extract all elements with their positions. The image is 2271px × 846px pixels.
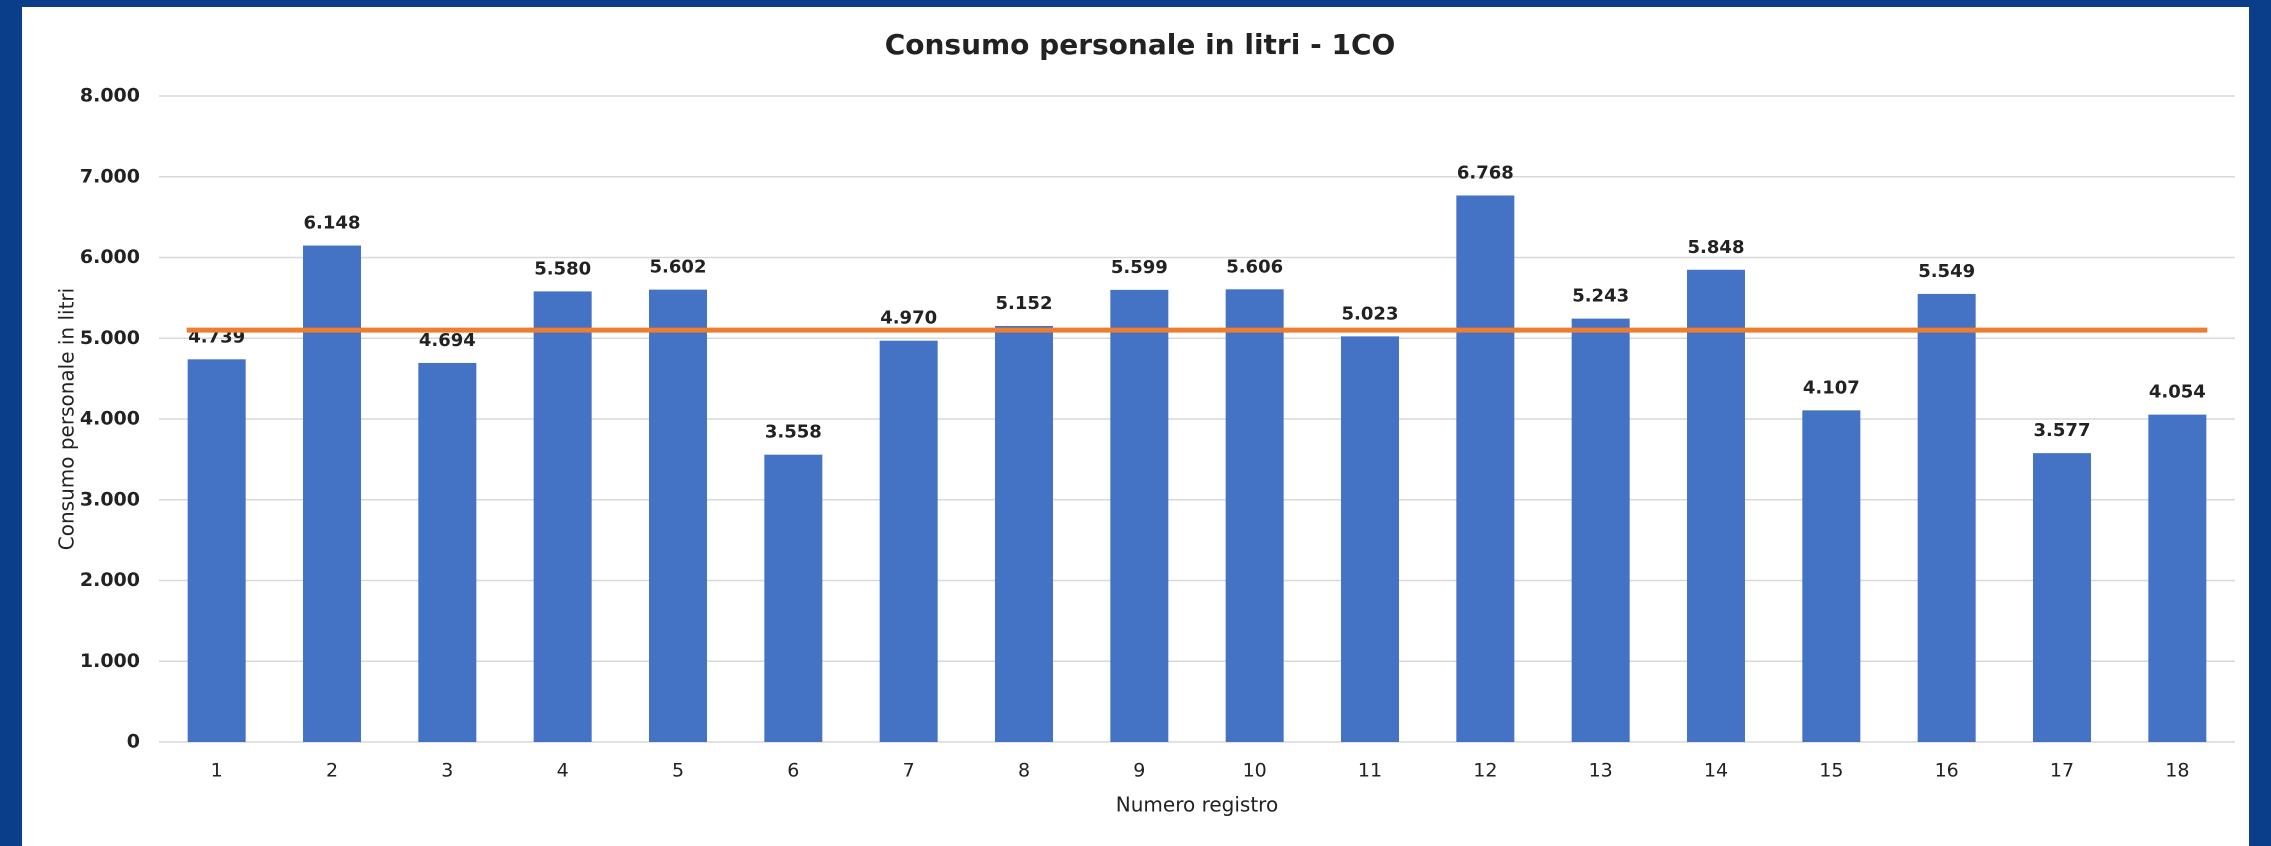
data-label: 5.599 <box>1111 257 1168 278</box>
bar <box>2033 453 2091 742</box>
y-tick-label: 0 <box>127 731 140 753</box>
y-tick-label: 4.000 <box>80 408 140 430</box>
data-label: 5.580 <box>534 258 591 279</box>
y-tick-label: 2.000 <box>80 569 140 591</box>
data-label: 4.054 <box>2149 382 2206 403</box>
y-tick-label: 3.000 <box>80 488 140 510</box>
x-tick-label: 14 <box>1704 760 1728 782</box>
y-tick-label: 5.000 <box>80 327 140 349</box>
bar <box>303 245 361 742</box>
x-tick-label: 10 <box>1243 760 1267 782</box>
x-tick-label: 1 <box>211 760 223 782</box>
x-tick-label: 5 <box>672 760 684 782</box>
bar <box>1456 195 1515 742</box>
data-label: 5.243 <box>1572 286 1629 307</box>
bar <box>1571 318 1630 742</box>
data-label: 5.848 <box>1688 237 1745 258</box>
data-label: 4.107 <box>1803 377 1860 398</box>
x-tick-label: 17 <box>2050 760 2074 782</box>
data-label: 6.768 <box>1457 162 1514 183</box>
data-label: 3.577 <box>2034 420 2091 441</box>
y-tick-label: 6.000 <box>80 246 140 268</box>
data-label: 5.602 <box>650 257 707 278</box>
x-tick-label: 2 <box>326 760 338 782</box>
data-label: 5.023 <box>1342 303 1399 324</box>
y-axis-title: Consumo personale in litri <box>55 288 79 550</box>
x-tick-label: 9 <box>1133 760 1145 782</box>
chart-title: Consumo personale in litri - 1CO <box>885 28 1396 61</box>
bar <box>1917 293 1976 742</box>
data-label: 6.148 <box>304 213 361 234</box>
bar <box>1110 289 1169 742</box>
bar <box>1225 289 1284 742</box>
x-tick-label: 4 <box>557 760 569 782</box>
x-tick-label: 13 <box>1589 760 1613 782</box>
data-label: 3.558 <box>765 422 822 443</box>
x-tick-label: 6 <box>787 760 799 782</box>
x-axis-title: Numero registro <box>1116 793 1278 817</box>
x-tick-label: 18 <box>2165 760 2189 782</box>
data-label: 4.694 <box>419 330 476 351</box>
bar <box>1802 410 1861 742</box>
x-tick-label: 16 <box>1935 760 1959 782</box>
data-label: 5.152 <box>996 293 1053 314</box>
y-tick-label: 8.000 <box>80 85 140 107</box>
x-tick-label: 12 <box>1473 760 1497 782</box>
data-label: 5.549 <box>1918 261 1975 282</box>
data-label: 4.970 <box>880 308 937 329</box>
bar <box>418 362 477 742</box>
y-tick-label: 1.000 <box>80 650 140 672</box>
x-tick-label: 11 <box>1358 760 1382 782</box>
bar <box>533 291 592 742</box>
bar <box>1341 336 1399 742</box>
bar <box>879 340 938 742</box>
bar <box>1687 269 1745 742</box>
x-tick-label: 3 <box>441 760 453 782</box>
bar <box>764 454 823 742</box>
y-tick-label: 7.000 <box>80 165 140 187</box>
bar <box>2148 414 2207 742</box>
bar <box>187 359 246 742</box>
data-label: 5.606 <box>1226 256 1283 277</box>
bar <box>649 289 707 742</box>
x-tick-label: 15 <box>1819 760 1843 782</box>
x-tick-label: 7 <box>903 760 915 782</box>
x-tick-label: 8 <box>1018 760 1030 782</box>
bar <box>995 325 1053 742</box>
